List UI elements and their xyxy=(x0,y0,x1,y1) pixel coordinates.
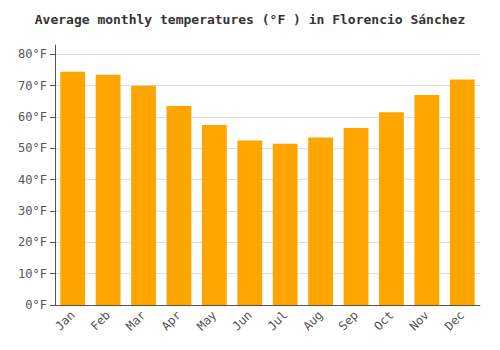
svg-text:May: May xyxy=(194,308,219,333)
svg-text:40°F: 40°F xyxy=(18,173,47,187)
svg-text:50°F: 50°F xyxy=(18,141,47,155)
svg-text:Sep: Sep xyxy=(336,308,361,333)
svg-text:0°F: 0°F xyxy=(25,298,47,312)
svg-text:Dec: Dec xyxy=(442,308,467,333)
svg-text:Feb: Feb xyxy=(88,308,113,333)
svg-text:30°F: 30°F xyxy=(18,204,47,218)
svg-text:Aug: Aug xyxy=(300,308,325,333)
svg-text:Mar: Mar xyxy=(123,308,148,333)
svg-text:70°F: 70°F xyxy=(18,79,47,93)
svg-text:Jun: Jun xyxy=(230,308,255,333)
svg-text:Nov: Nov xyxy=(407,308,432,333)
svg-text:Jul: Jul xyxy=(265,308,290,333)
svg-text:60°F: 60°F xyxy=(18,110,47,124)
svg-text:Average monthly temperatures (: Average monthly temperatures (°F ) in Fl… xyxy=(35,12,465,27)
svg-text:Apr: Apr xyxy=(159,308,184,333)
svg-text:10°F: 10°F xyxy=(18,267,47,281)
svg-text:80°F: 80°F xyxy=(18,47,47,61)
svg-text:20°F: 20°F xyxy=(18,235,47,249)
svg-text:Jan: Jan xyxy=(52,308,77,333)
svg-text:Oct: Oct xyxy=(371,308,396,333)
